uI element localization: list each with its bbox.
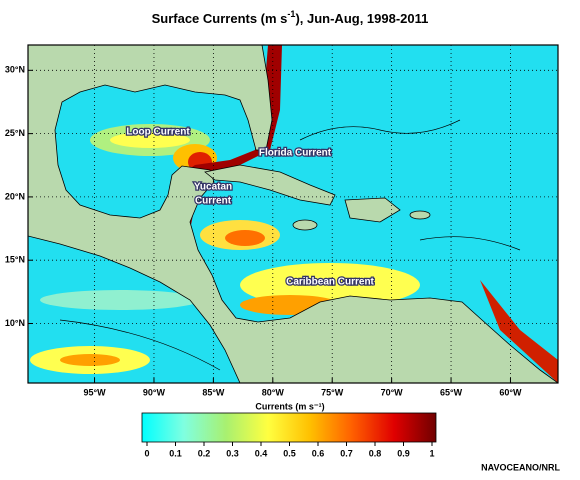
annotation: Current [195,196,232,207]
colorbar-tick-label: 0.3 [226,448,239,458]
axes: 95°W 90°W 85°W 80°W 75°W 70°W 65°W 60°W 10°N 15°N… [5,45,558,458]
colorbar-tick-label: 0 [144,448,149,458]
annotation: Loop Current [126,127,190,138]
x-tick-label: 60°W [499,387,522,397]
x-tick-label: 85°W [202,387,225,397]
y-tick-label: 10°N [5,318,25,328]
annotation: Yucatan [194,182,232,193]
colorbar-tick-label: 0.7 [340,448,353,458]
colorbar-label: Currents (m s⁻¹) [255,401,324,411]
colorbar-tick-label: 0.6 [312,448,325,458]
map-frame [27,44,559,384]
credit: NAVOCEANO/NRL [481,462,560,472]
y-tick-label: 25°N [5,128,25,138]
colorbar-tick-label: 0.9 [397,448,410,458]
colorbar-tick-label: 0.1 [169,448,182,458]
colorbar-tick-label: 1 [429,448,434,458]
map [28,45,558,383]
title: Surface Currents (m s-1), Jun-Aug, 1998-… [152,9,429,26]
x-tick-label: 65°W [440,387,463,397]
colorbar [141,412,437,443]
colorbar-tick-label: 0.5 [283,448,296,458]
y-tick-label: 15°N [5,255,25,265]
colorbar-tick-label: 0.8 [369,448,382,458]
x-tick-label: 75°W [321,387,344,397]
annotation: Caribbean Current [286,277,374,288]
x-tick-label: 80°W [262,387,285,397]
colorbar-tick-label: 0.4 [255,448,268,458]
x-tick-label: 70°W [381,387,404,397]
y-tick-label: 20°N [5,191,25,201]
colorbar-tick-label: 0.2 [198,448,211,458]
annotation: Florida Current [259,148,332,159]
y-tick-label: 30°N [5,65,25,75]
x-tick-label: 95°W [83,387,106,397]
x-tick-label: 90°W [143,387,166,397]
